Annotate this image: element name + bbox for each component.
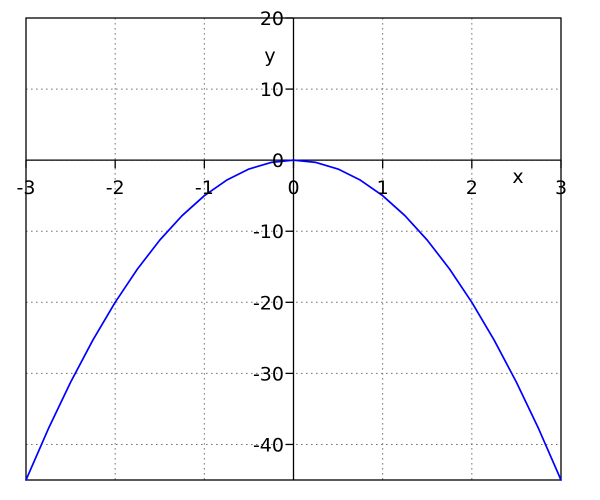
y-tick-label: -10 <box>253 221 284 243</box>
y-tick-label: 10 <box>260 79 284 101</box>
y-tick-label: -40 <box>253 434 284 456</box>
x-tick-label: -1 <box>195 177 214 199</box>
x-tick-label: 1 <box>377 177 389 199</box>
x-tick-label: -2 <box>106 177 125 199</box>
y-axis-label: y <box>264 45 275 67</box>
y-tick-label: -30 <box>253 363 284 385</box>
x-tick-label: -3 <box>17 177 36 199</box>
x-tick-label: 0 <box>287 177 299 199</box>
x-tick-labels: -3 -2 -1 0 1 2 3 <box>17 177 568 199</box>
x-tick-label: 2 <box>466 177 478 199</box>
y-tick-label: -20 <box>253 292 284 314</box>
x-tick-label: 3 <box>555 177 567 199</box>
curve-path <box>25 159 562 481</box>
y-tick-labels: 20 10 0 -10 -20 -30 -40 <box>253 8 284 456</box>
tick-marks <box>25 17 562 446</box>
y-tick-label: 20 <box>260 8 284 30</box>
x-axis-label: x <box>512 166 523 188</box>
y-tick-label: 0 <box>272 150 284 172</box>
